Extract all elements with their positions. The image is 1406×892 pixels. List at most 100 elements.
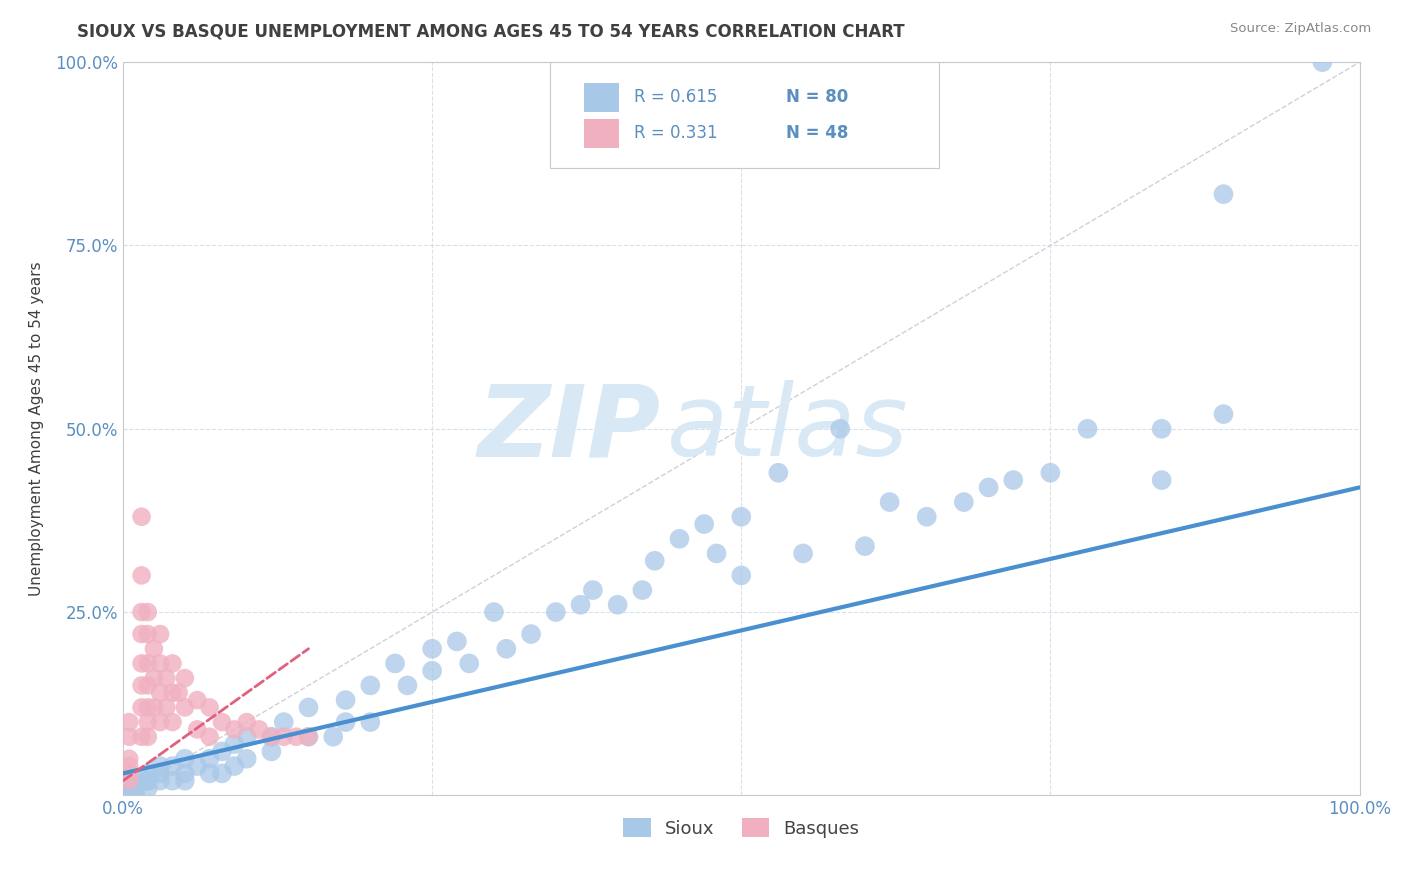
Point <box>173 671 195 685</box>
Point <box>631 583 654 598</box>
Point <box>335 693 357 707</box>
Point <box>420 664 443 678</box>
Point <box>162 773 184 788</box>
Point <box>693 517 716 532</box>
Text: Source: ZipAtlas.com: Source: ZipAtlas.com <box>1230 22 1371 36</box>
Point <box>149 715 172 730</box>
Point <box>118 766 141 780</box>
Point <box>136 678 159 692</box>
Point <box>1002 473 1025 487</box>
Point <box>273 715 295 730</box>
Point <box>297 700 319 714</box>
Point <box>730 568 752 582</box>
Point <box>544 605 567 619</box>
Point <box>124 780 146 795</box>
Point <box>186 759 208 773</box>
Point <box>114 788 136 802</box>
Point <box>853 539 876 553</box>
Point <box>167 686 190 700</box>
Point <box>136 730 159 744</box>
Point <box>136 766 159 780</box>
Point <box>1312 55 1334 70</box>
Point <box>420 641 443 656</box>
Point <box>322 730 344 744</box>
Point <box>118 787 141 801</box>
Point <box>211 744 233 758</box>
Point <box>235 752 257 766</box>
Point <box>173 766 195 780</box>
Point <box>131 730 153 744</box>
Text: R = 0.615: R = 0.615 <box>634 88 717 106</box>
Point <box>155 671 177 685</box>
Point <box>136 657 159 671</box>
Point <box>297 730 319 744</box>
Point <box>396 678 419 692</box>
Point <box>124 785 146 799</box>
Point <box>668 532 690 546</box>
Text: ZIP: ZIP <box>478 380 661 477</box>
Point <box>173 773 195 788</box>
Point <box>1150 473 1173 487</box>
Point <box>247 723 270 737</box>
Point <box>131 700 153 714</box>
Point <box>359 678 381 692</box>
Point <box>124 780 146 795</box>
Point <box>136 715 159 730</box>
Point <box>118 773 141 788</box>
Point <box>131 605 153 619</box>
Point <box>1212 187 1234 202</box>
Point <box>335 715 357 730</box>
Point <box>173 700 195 714</box>
Point <box>198 700 221 714</box>
Point <box>162 715 184 730</box>
Point <box>198 766 221 780</box>
Point <box>118 786 141 800</box>
Point <box>131 657 153 671</box>
Point <box>224 759 246 773</box>
Text: atlas: atlas <box>666 380 908 477</box>
Point <box>118 785 141 799</box>
Point <box>124 780 146 795</box>
Point <box>768 466 790 480</box>
Point <box>173 752 195 766</box>
Point <box>142 671 165 685</box>
Point <box>142 700 165 714</box>
Point <box>118 715 141 730</box>
Point <box>115 787 138 801</box>
Point <box>260 730 283 744</box>
Point <box>136 627 159 641</box>
Point <box>211 766 233 780</box>
Text: R = 0.331: R = 0.331 <box>634 124 717 142</box>
Point <box>155 700 177 714</box>
Point <box>1212 407 1234 421</box>
Point <box>131 678 153 692</box>
Point <box>830 422 852 436</box>
Text: N = 80: N = 80 <box>786 88 848 106</box>
Point <box>224 723 246 737</box>
Legend: Sioux, Basques: Sioux, Basques <box>616 811 866 845</box>
Point <box>569 598 592 612</box>
Point <box>198 752 221 766</box>
Text: SIOUX VS BASQUE UNEMPLOYMENT AMONG AGES 45 TO 54 YEARS CORRELATION CHART: SIOUX VS BASQUE UNEMPLOYMENT AMONG AGES … <box>77 22 905 40</box>
Point <box>879 495 901 509</box>
Point <box>1150 422 1173 436</box>
Point <box>186 693 208 707</box>
Point <box>118 730 141 744</box>
Point <box>136 605 159 619</box>
Y-axis label: Unemployment Among Ages 45 to 54 years: Unemployment Among Ages 45 to 54 years <box>30 261 44 596</box>
Point <box>1039 466 1062 480</box>
Point <box>124 780 146 795</box>
Point <box>953 495 976 509</box>
Point <box>149 627 172 641</box>
Point <box>142 641 165 656</box>
Point <box>730 509 752 524</box>
Point <box>482 605 505 619</box>
Point <box>915 509 938 524</box>
Point <box>792 546 814 560</box>
Point <box>384 657 406 671</box>
Point <box>260 730 283 744</box>
Point <box>977 480 1000 494</box>
Point <box>112 788 135 802</box>
Point <box>136 700 159 714</box>
Point <box>235 715 257 730</box>
